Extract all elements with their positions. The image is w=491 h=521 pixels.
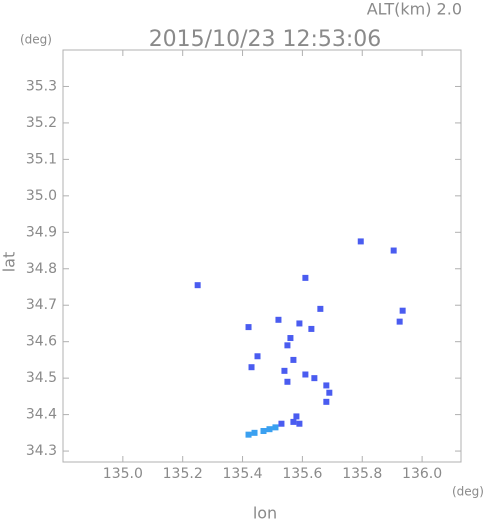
echo-cell [275, 316, 282, 323]
echo-cell [260, 428, 267, 435]
echo-cell [302, 274, 309, 281]
echo-cell [287, 335, 294, 342]
echo-cell [194, 282, 201, 289]
x-tick-label: 135.2 [163, 466, 203, 482]
echo-cell [290, 356, 297, 363]
echo-cell [323, 398, 330, 405]
altitude-label: ALT(km) 2.0 [367, 0, 462, 19]
echo-cell [399, 307, 406, 314]
echo-cell [266, 426, 273, 433]
echo-cell [308, 325, 315, 332]
echo-cell [284, 342, 291, 349]
echo-cell [323, 382, 330, 389]
y-tick-label: 34.6 [26, 334, 57, 350]
x-axis-label: lon [253, 504, 277, 521]
echo-cell [317, 305, 324, 312]
echo-cell [296, 320, 303, 327]
y-tick-label: 35.1 [26, 151, 57, 167]
echo-cell [357, 238, 364, 245]
y-tick-label: 35.2 [26, 115, 57, 131]
echo-cell [396, 318, 403, 325]
plot-frame [62, 49, 462, 463]
echo-cell [254, 353, 261, 360]
y-tick-label: 34.9 [26, 224, 57, 240]
echo-cell [278, 420, 285, 427]
echo-cell [390, 247, 397, 254]
echo-cell [311, 375, 318, 382]
y-axis-label: lat [0, 252, 19, 273]
y-unit: (deg) [20, 33, 52, 47]
y-tick-label: 34.3 [26, 443, 57, 459]
y-tick-label: 34.8 [26, 261, 57, 277]
echo-cell [296, 420, 303, 427]
x-tick-label: 135.6 [282, 466, 322, 482]
x-unit: (deg) [452, 485, 484, 499]
x-tick-label: 135.0 [103, 466, 143, 482]
echo-cell [272, 424, 279, 431]
echo-cell [248, 364, 255, 371]
x-tick-label: 136.0 [402, 466, 442, 482]
echo-cell [281, 367, 288, 374]
echo-cell [284, 378, 291, 385]
y-tick-label: 34.5 [26, 370, 57, 386]
y-tick-label: 35.0 [26, 188, 57, 204]
y-tick-label: 34.7 [26, 297, 57, 313]
chart-title: 2015/10/23 12:53:06 [149, 27, 382, 52]
echo-cell [251, 429, 258, 436]
echo-cell [290, 418, 297, 425]
y-tick-label: 35.3 [26, 78, 57, 94]
echo-cell [293, 413, 300, 420]
echo-cell [326, 389, 333, 396]
echo-cell [302, 371, 309, 378]
y-tick-label: 34.4 [26, 407, 57, 423]
echo-cell [245, 431, 252, 438]
x-tick-label: 135.4 [223, 466, 263, 482]
echo-cell [245, 324, 252, 331]
x-tick-label: 135.8 [342, 466, 382, 482]
